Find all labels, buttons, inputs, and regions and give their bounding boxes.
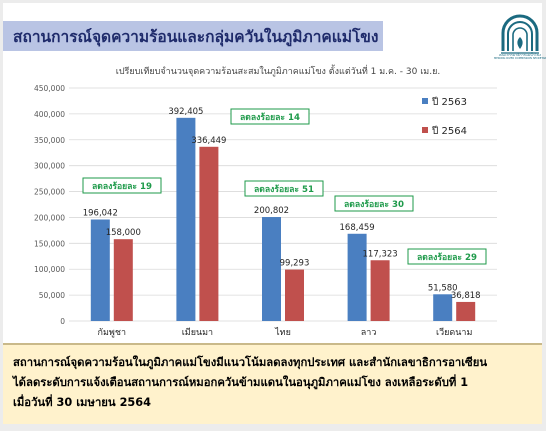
annotation-box	[334, 195, 414, 212]
mekong-river-commission-logo	[501, 14, 539, 54]
summary-line-2: ได้ลดระดับการแจ้งเตือนสถานการณ์หมอกควันข…	[13, 376, 469, 389]
y-tick-label: 50,000	[39, 291, 65, 300]
slide-title: สถานการณ์จุดความร้อนและกลุ่มควันในภูมิภา…	[13, 27, 379, 46]
y-tick-label: 250,000	[34, 188, 65, 197]
value-label: 36,818	[451, 291, 481, 301]
bar-2564	[199, 146, 219, 321]
legend: ปี 2563 ปี 2564	[422, 96, 467, 137]
title-banner: สถานการณ์จุดความร้อนและกลุ่มควันในภูมิภา…	[3, 21, 383, 51]
y-tick-label: 450,000	[34, 84, 65, 93]
y-tick-label: 350,000	[34, 136, 65, 145]
annotation-label: ลดลงร้อยละ 30	[344, 199, 404, 210]
bar-2563	[90, 219, 110, 321]
bar-2564	[285, 269, 304, 321]
value-label: 51,580	[428, 283, 458, 293]
bar-2563	[176, 117, 196, 321]
x-tick-label: ไทย	[274, 327, 291, 338]
bar-2563	[262, 217, 281, 321]
annotation-label: ลดลงร้อยละ 51	[254, 184, 314, 195]
y-tick-label: 400,000	[34, 110, 65, 119]
annotations: ลดลงร้อยละ 19 ลดลงร้อยละ 14 ลดลงร้อยละ 51 ล…	[82, 108, 487, 265]
annotation-label: ลดลงร้อยละ 29	[417, 252, 477, 263]
y-tick-label: 150,000	[34, 239, 65, 248]
x-tick-label: เมียนมา	[182, 327, 213, 338]
legend-swatch	[422, 127, 428, 133]
x-tick-label: เวียดนาม	[436, 327, 472, 338]
annotation-box	[244, 180, 324, 197]
logo-subcaption: MEKONG RIVER COMMISSION SECRETARIAT	[494, 57, 546, 60]
slide-frame: สถานการณ์จุดความร้อนและกลุ่มควันในภูมิภา…	[3, 3, 546, 424]
y-axis-ticks: 0 50,000 100,000 150,000 200,000 250,000 300,0…	[34, 84, 65, 326]
bar-2564	[456, 301, 476, 321]
x-tick-label: กัมพูชา	[98, 328, 126, 338]
bars	[90, 117, 476, 321]
annotation-label: ลดลงร้อยละ 19	[92, 181, 152, 192]
legend-label: ปี 2563	[431, 96, 467, 108]
y-tick-label: 200,000	[34, 213, 65, 222]
annotation-box	[82, 177, 162, 194]
x-axis-ticks: กัมพูชา เมียนมา ไทย ลาว เวียดนาม	[98, 327, 473, 338]
summary-box: สถานการณ์จุดความร้อนในภูมิภาคแม่โขงมีแนว…	[3, 343, 542, 424]
value-label: 99,293	[280, 259, 310, 269]
annotation-box	[230, 108, 310, 125]
x-tick-label: ลาว	[361, 328, 377, 338]
legend-label: ปี 2564	[431, 125, 467, 137]
y-tick-label: 300,000	[34, 162, 65, 171]
annotation-label: ลดลงร้อยละ 14	[240, 112, 300, 123]
summary-line-1: สถานการณ์จุดความร้อนในภูมิภาคแม่โขงมีแนว…	[13, 356, 488, 369]
bar-2563	[433, 294, 453, 321]
y-tick-label: 100,000	[34, 265, 65, 274]
logo-caption: คณะกรรมาธิการแม่น้ำโขง	[499, 53, 541, 57]
legend-swatch	[422, 98, 428, 104]
summary-line-3: เมื่อวันที่ 30 เมษายน 2564	[13, 396, 152, 409]
chart-title: เปรียบเทียบจำนวนจุดความร้อนสะสมในภูมิภาค…	[116, 64, 440, 77]
annotation-box	[407, 248, 487, 265]
bar-2564	[370, 260, 390, 321]
value-label: 200,802	[254, 206, 289, 216]
y-tick-label: 0	[60, 317, 65, 326]
value-label: 336,449	[191, 136, 226, 146]
value-label: 117,323	[363, 249, 398, 259]
value-label: 392,405	[168, 107, 203, 117]
value-label: 158,000	[106, 228, 141, 238]
bar-2563	[347, 233, 367, 321]
value-labels: 196,042 158,000 392,405 336,449 200,802 99,29…	[83, 107, 481, 301]
value-label: 196,042	[83, 208, 118, 218]
hotspot-bar-chart: เปรียบเทียบจำนวนจุดความร้อนสะสมในภูมิภาค…	[34, 64, 497, 338]
value-label: 168,459	[340, 223, 375, 233]
bar-2564	[113, 239, 133, 321]
